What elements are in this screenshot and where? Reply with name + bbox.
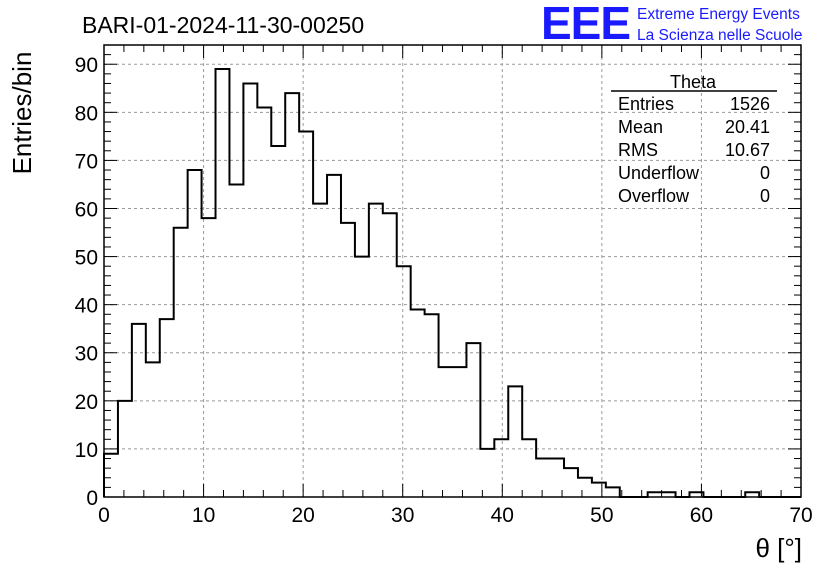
stats-label: Underflow <box>618 163 700 183</box>
x-tick-label: 60 <box>690 504 713 527</box>
stats-value: 1526 <box>730 94 770 114</box>
stats-value: 20.41 <box>725 117 770 137</box>
stats-value: 0 <box>760 163 770 183</box>
x-tick-label: 20 <box>291 504 314 527</box>
stats-value: 10.67 <box>725 140 770 160</box>
x-tick-label: 40 <box>491 504 514 527</box>
x-tick-label: 70 <box>789 504 812 527</box>
stats-row-rms: RMS 10.67 <box>618 140 770 160</box>
eee-logo: EEE Extreme Energy Events La Scienza nel… <box>541 0 802 49</box>
x-tick-label: 50 <box>590 504 613 527</box>
stats-label: Overflow <box>618 186 690 206</box>
y-tick-label: 10 <box>75 439 98 462</box>
x-axis-label: θ [°] <box>755 533 802 563</box>
stats-value: 0 <box>760 186 770 206</box>
y-tick-label: 40 <box>75 295 98 318</box>
y-tick-label: 20 <box>75 391 98 414</box>
stats-box: Theta Entries 1526 Mean 20.41 RMS 10.67 … <box>611 72 777 206</box>
stats-row-mean: Mean 20.41 <box>618 117 770 137</box>
x-tick-labels: 0 10 20 30 40 50 60 70 <box>98 504 813 527</box>
logo-mark: EEE <box>541 0 630 49</box>
y-tick-label: 60 <box>75 198 98 221</box>
y-axis-label: Entries/bin <box>7 52 37 175</box>
stats-row-underflow: Underflow 0 <box>618 163 770 183</box>
y-tick-label: 80 <box>75 102 98 125</box>
axis-ticks <box>103 44 802 498</box>
stats-row-entries: Entries 1526 <box>618 94 770 114</box>
y-tick-labels: 0 10 20 30 40 50 60 70 80 90 <box>75 54 98 510</box>
x-tick-label: 30 <box>391 504 414 527</box>
grid-lines <box>104 45 801 497</box>
chart-title: BARI-01-2024-11-30-00250 <box>82 12 364 38</box>
stats-label: Mean <box>618 117 663 137</box>
x-tick-label: 0 <box>98 504 110 527</box>
logo-line2: La Scienza nelle Scuole <box>637 27 802 44</box>
stats-label: Entries <box>618 94 674 114</box>
stats-label: RMS <box>618 140 658 160</box>
plot-frame <box>103 44 802 498</box>
y-tick-label: 30 <box>75 343 98 366</box>
stats-title: Theta <box>670 72 717 92</box>
y-tick-label: 50 <box>75 247 98 270</box>
x-tick-label: 10 <box>192 504 215 527</box>
logo-line1: Extreme Energy Events <box>637 6 800 23</box>
y-tick-label: 70 <box>75 150 98 173</box>
y-tick-label: 0 <box>86 487 98 510</box>
stats-row-overflow: Overflow 0 <box>618 186 770 206</box>
histogram-step-line <box>103 68 801 498</box>
y-tick-label: 90 <box>75 54 98 77</box>
